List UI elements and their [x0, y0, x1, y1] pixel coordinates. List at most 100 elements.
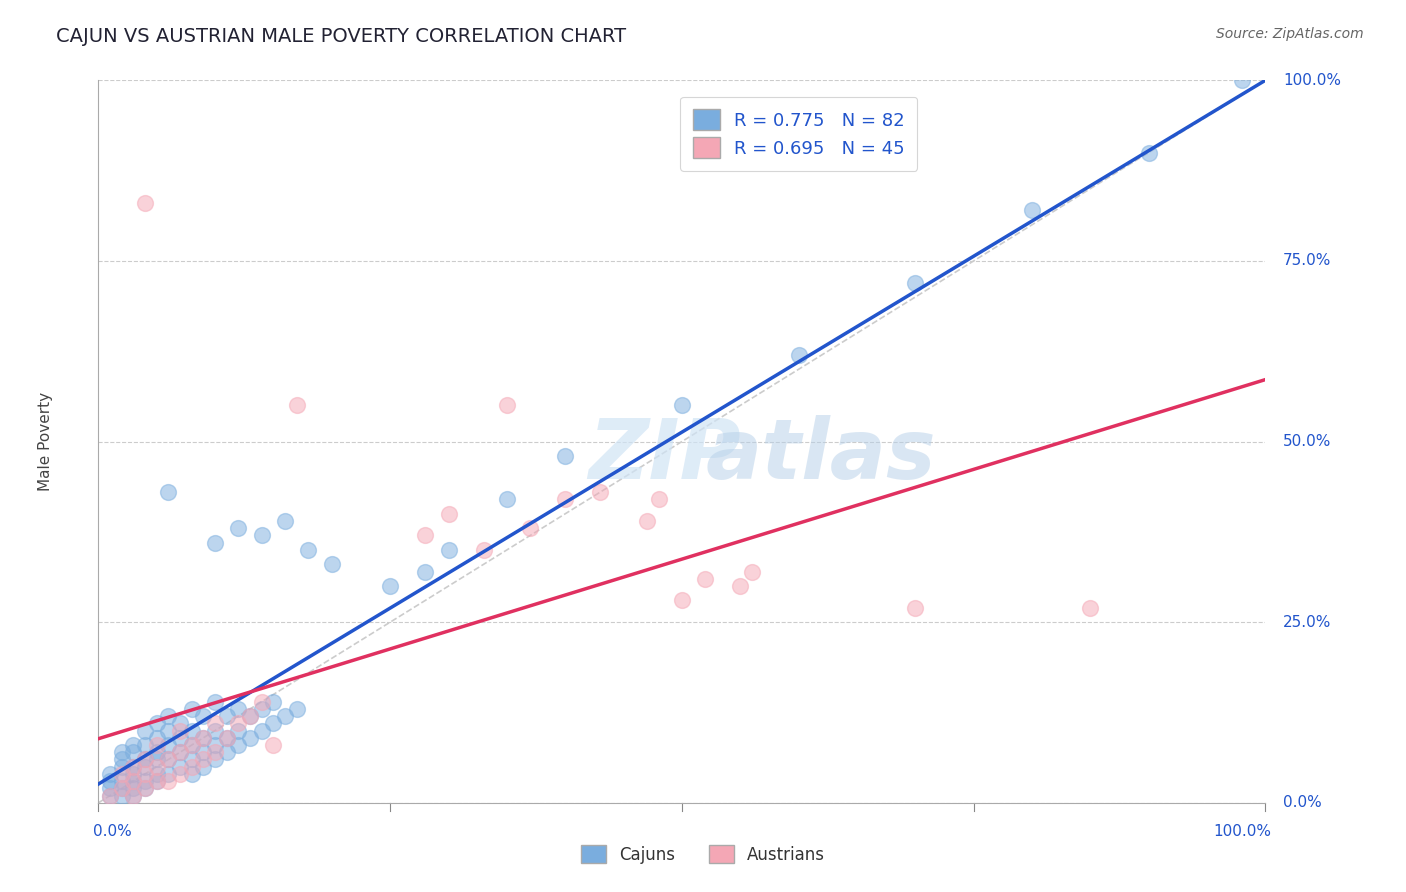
Point	[437, 507, 460, 521]
Point	[157, 709, 180, 723]
Text: Male Poverty: Male Poverty	[38, 392, 53, 491]
Point	[122, 774, 145, 789]
Text: 0.0%: 0.0%	[1282, 796, 1322, 810]
Point	[228, 702, 250, 716]
Point	[647, 492, 669, 507]
Point	[554, 449, 576, 463]
Point	[111, 789, 134, 803]
Legend: Cajuns, Austrians: Cajuns, Austrians	[574, 838, 832, 871]
Text: CAJUN VS AUSTRIAN MALE POVERTY CORRELATION CHART: CAJUN VS AUSTRIAN MALE POVERTY CORRELATI…	[56, 27, 626, 45]
Point	[228, 716, 250, 731]
Point	[122, 789, 145, 803]
Point	[239, 709, 262, 723]
Point	[157, 752, 180, 766]
Point	[193, 752, 215, 766]
Point	[1137, 145, 1160, 160]
Point	[98, 781, 121, 796]
Point	[787, 348, 810, 362]
Point	[472, 542, 495, 557]
Point	[215, 731, 238, 745]
Point	[122, 760, 145, 774]
Point	[134, 781, 156, 796]
Point	[904, 276, 927, 290]
Text: 0.0%: 0.0%	[93, 824, 131, 839]
Text: Source: ZipAtlas.com: Source: ZipAtlas.com	[1216, 27, 1364, 41]
Point	[122, 789, 145, 803]
Point	[98, 767, 121, 781]
Point	[193, 731, 215, 745]
Point	[169, 716, 191, 731]
Point	[695, 572, 717, 586]
Point	[204, 723, 226, 738]
Point	[146, 716, 169, 731]
Point	[519, 521, 541, 535]
Point	[215, 745, 238, 759]
Point	[180, 738, 202, 752]
Point	[1230, 73, 1253, 87]
Point	[122, 745, 145, 759]
Point	[215, 731, 238, 745]
Point	[496, 398, 519, 412]
Point	[134, 723, 156, 738]
Point	[262, 716, 284, 731]
Point	[215, 709, 238, 723]
Text: 50.0%: 50.0%	[1282, 434, 1331, 449]
Text: 100.0%: 100.0%	[1213, 824, 1271, 839]
Point	[134, 760, 156, 774]
Point	[169, 760, 191, 774]
Text: ZIP: ZIP	[589, 416, 741, 497]
Legend: R = 0.775   N = 82, R = 0.695   N = 45: R = 0.775 N = 82, R = 0.695 N = 45	[681, 96, 917, 170]
Point	[134, 196, 156, 211]
Point	[250, 528, 273, 542]
Point	[122, 774, 145, 789]
Point	[437, 542, 460, 557]
Point	[228, 738, 250, 752]
Point	[204, 695, 226, 709]
Point	[122, 767, 145, 781]
Point	[180, 760, 202, 774]
Point	[180, 738, 202, 752]
Point	[193, 745, 215, 759]
Point	[157, 485, 180, 500]
Point	[157, 767, 180, 781]
Point	[274, 709, 297, 723]
Point	[134, 738, 156, 752]
Point	[157, 752, 180, 766]
Point	[904, 600, 927, 615]
Point	[380, 579, 402, 593]
Point	[146, 745, 169, 759]
Point	[730, 579, 752, 593]
Point	[111, 781, 134, 796]
Point	[98, 789, 121, 803]
Point	[157, 774, 180, 789]
Point	[193, 709, 215, 723]
Point	[193, 760, 215, 774]
Point	[169, 745, 191, 759]
Point	[122, 738, 145, 752]
Point	[169, 731, 191, 745]
Point	[262, 738, 284, 752]
Point	[134, 774, 156, 789]
Point	[169, 745, 191, 759]
Point	[228, 521, 250, 535]
Point	[111, 745, 134, 759]
Point	[285, 702, 308, 716]
Point	[204, 752, 226, 766]
Point	[274, 514, 297, 528]
Point	[741, 565, 763, 579]
Point	[134, 752, 156, 766]
Text: atlas: atlas	[706, 416, 936, 497]
Point	[413, 565, 436, 579]
Point	[180, 767, 202, 781]
Point	[496, 492, 519, 507]
Point	[671, 593, 693, 607]
Point	[321, 558, 343, 572]
Text: 100.0%: 100.0%	[1282, 73, 1341, 87]
Point	[180, 752, 202, 766]
Point	[204, 738, 226, 752]
Point	[671, 398, 693, 412]
Point	[146, 760, 169, 774]
Point	[146, 774, 169, 789]
Point	[134, 767, 156, 781]
Point	[111, 774, 134, 789]
